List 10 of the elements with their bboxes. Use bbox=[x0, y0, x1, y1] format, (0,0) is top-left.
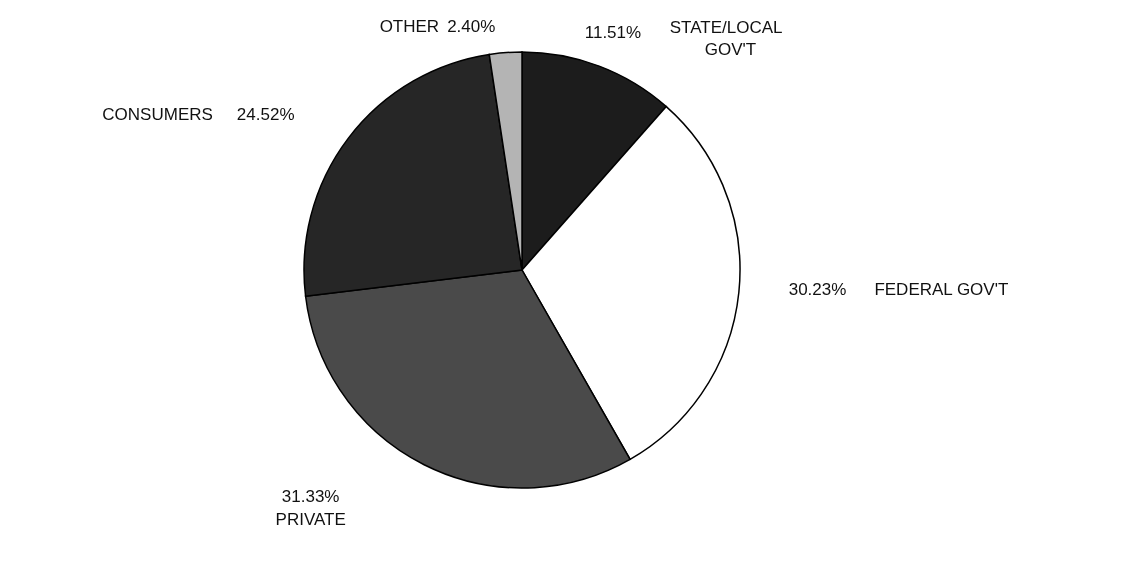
data-label: 11.51% bbox=[584, 23, 642, 43]
slice-label: OTHER bbox=[379, 17, 440, 36]
slice-label: FEDERAL GOV'T bbox=[874, 280, 1009, 300]
slice-label: PRIVATE bbox=[275, 510, 346, 530]
data-label: 24.52% bbox=[236, 104, 295, 124]
data-label: 2.40% bbox=[447, 17, 496, 36]
slice-label: STATE/LOCAL GOV'T bbox=[669, 17, 783, 60]
data-label: 30.23% bbox=[788, 280, 847, 300]
slice-label: CONSUMERS bbox=[102, 104, 213, 124]
data-label: 31.33% bbox=[281, 486, 340, 506]
